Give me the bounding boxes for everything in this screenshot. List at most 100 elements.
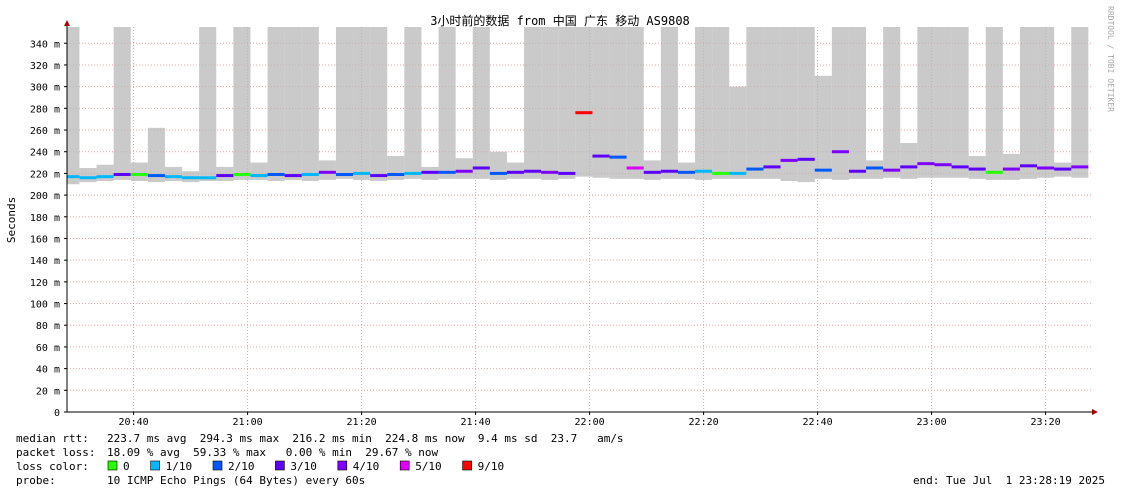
y-tick-label: 300 m bbox=[30, 83, 60, 94]
legend-swatch bbox=[107, 460, 118, 471]
median bbox=[79, 176, 97, 180]
y-tick-label: 220 m bbox=[30, 169, 60, 180]
y-tick-label: 260 m bbox=[30, 126, 60, 137]
watermark: RRDTOOL / TOBI OETIKER bbox=[1106, 6, 1115, 112]
y-tick-label: 340 m bbox=[30, 39, 60, 50]
y-tick-label: 160 m bbox=[30, 234, 60, 245]
median bbox=[763, 165, 781, 169]
smoke bbox=[951, 27, 969, 178]
median bbox=[934, 163, 952, 167]
legend-label: 0 bbox=[123, 460, 130, 473]
median bbox=[147, 174, 165, 178]
smoke bbox=[643, 160, 661, 180]
smoke bbox=[746, 27, 764, 179]
smoke bbox=[130, 162, 148, 181]
median bbox=[216, 174, 234, 178]
legend-swatch bbox=[337, 460, 348, 471]
smoke bbox=[147, 127, 165, 183]
x-tick-label: 21:40 bbox=[461, 417, 491, 428]
y-tick-label: 180 m bbox=[30, 213, 60, 224]
median bbox=[164, 175, 183, 179]
median bbox=[96, 175, 114, 179]
smoke bbox=[472, 27, 490, 179]
median bbox=[660, 169, 678, 173]
legend-label: 5/10 bbox=[415, 460, 442, 473]
median bbox=[746, 167, 764, 171]
median bbox=[267, 172, 285, 176]
y-tick-label: 200 m bbox=[30, 191, 60, 202]
median bbox=[113, 172, 131, 176]
x-tick-label: 22:40 bbox=[803, 417, 833, 428]
median bbox=[404, 171, 422, 175]
median bbox=[387, 172, 405, 176]
smoke bbox=[626, 27, 644, 179]
y-axis-label: Seconds bbox=[5, 197, 18, 243]
legend-label: 9/10 bbox=[478, 460, 505, 473]
smoke bbox=[900, 143, 918, 179]
smoke bbox=[797, 27, 815, 183]
smoke bbox=[575, 27, 593, 177]
x-tick-label: 22:20 bbox=[689, 417, 719, 428]
median bbox=[917, 162, 935, 166]
smoke bbox=[695, 27, 713, 180]
legend-swatch bbox=[462, 460, 472, 471]
median bbox=[780, 158, 798, 162]
x-tick-label: 23:20 bbox=[1031, 417, 1061, 428]
y-tick-label: 320 m bbox=[30, 61, 60, 72]
smoke bbox=[814, 75, 832, 179]
median bbox=[472, 166, 490, 170]
y-tick-label: 40 m bbox=[36, 365, 60, 376]
axis-arrow bbox=[1092, 409, 1098, 415]
smoke bbox=[883, 27, 901, 178]
smoke bbox=[267, 27, 285, 181]
y-tick-label: 100 m bbox=[30, 300, 60, 311]
median bbox=[335, 172, 354, 176]
stats-label: median rtt: bbox=[16, 432, 89, 445]
smoke bbox=[455, 158, 473, 179]
x-tick-label: 23:00 bbox=[917, 417, 947, 428]
median bbox=[814, 168, 832, 172]
y-tick-label: 120 m bbox=[30, 278, 60, 289]
smoke bbox=[968, 156, 986, 179]
smoke bbox=[763, 27, 781, 179]
smoke bbox=[79, 167, 97, 183]
smoke bbox=[113, 27, 131, 180]
smoke bbox=[934, 27, 952, 178]
end-time: end: Tue Jul 1 23:28:19 2025 bbox=[913, 474, 1105, 487]
legend-label: loss color: bbox=[16, 460, 89, 473]
smoke bbox=[524, 27, 542, 179]
median bbox=[575, 111, 593, 115]
x-tick-label: 21:00 bbox=[233, 417, 263, 428]
median bbox=[301, 172, 319, 176]
median bbox=[1054, 167, 1072, 171]
y-tick-label: 80 m bbox=[36, 321, 60, 332]
median bbox=[677, 170, 696, 174]
median bbox=[199, 176, 217, 180]
median bbox=[353, 171, 371, 175]
probe-label: probe: bbox=[16, 474, 56, 487]
y-tick-label: 20 m bbox=[36, 386, 60, 397]
median bbox=[318, 170, 336, 174]
smoke bbox=[96, 164, 114, 181]
smoke bbox=[592, 27, 610, 178]
median bbox=[506, 170, 525, 174]
smoke bbox=[404, 27, 422, 179]
median bbox=[831, 150, 849, 154]
smoke bbox=[489, 151, 507, 180]
median bbox=[695, 169, 713, 173]
smoke bbox=[353, 27, 371, 180]
y-tick-label: 140 m bbox=[30, 256, 60, 267]
smoke bbox=[917, 27, 935, 178]
legend-swatch bbox=[275, 460, 285, 471]
legend-label: 1/10 bbox=[166, 460, 193, 473]
median bbox=[712, 171, 730, 175]
median bbox=[182, 176, 200, 180]
median bbox=[1071, 165, 1089, 169]
median bbox=[558, 171, 576, 175]
smoke bbox=[438, 27, 456, 179]
smoke bbox=[370, 27, 388, 181]
median bbox=[524, 169, 542, 173]
median bbox=[489, 171, 507, 175]
smoke bbox=[866, 160, 884, 179]
